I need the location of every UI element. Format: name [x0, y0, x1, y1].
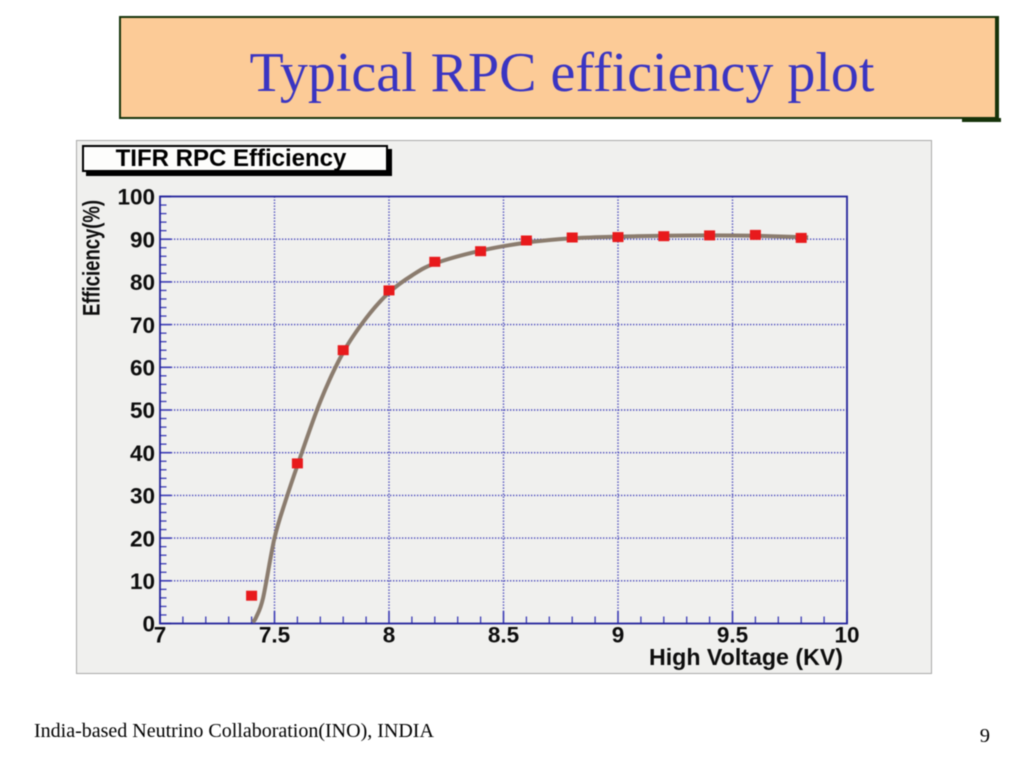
- svg-text:10: 10: [834, 623, 859, 648]
- svg-text:8: 8: [383, 623, 396, 648]
- svg-text:8.5: 8.5: [488, 623, 519, 648]
- svg-text:80: 80: [130, 270, 155, 295]
- svg-text:30: 30: [130, 484, 155, 509]
- svg-text:20: 20: [130, 526, 155, 551]
- svg-text:50: 50: [130, 398, 155, 423]
- svg-text:9: 9: [612, 623, 625, 648]
- svg-text:90: 90: [130, 227, 155, 252]
- svg-text:10: 10: [130, 569, 155, 594]
- svg-text:High Voltage (KV): High Voltage (KV): [649, 644, 843, 670]
- svg-text:60: 60: [130, 356, 155, 381]
- svg-text:7.5: 7.5: [259, 623, 290, 648]
- svg-text:40: 40: [130, 441, 155, 466]
- svg-text:70: 70: [130, 313, 155, 338]
- svg-text:Efficiency(%): Efficiency(%): [79, 200, 106, 316]
- svg-text:7: 7: [154, 623, 167, 648]
- svg-text:9.5: 9.5: [717, 623, 748, 648]
- svg-text:100: 100: [117, 185, 155, 210]
- svg-text:0: 0: [142, 612, 155, 637]
